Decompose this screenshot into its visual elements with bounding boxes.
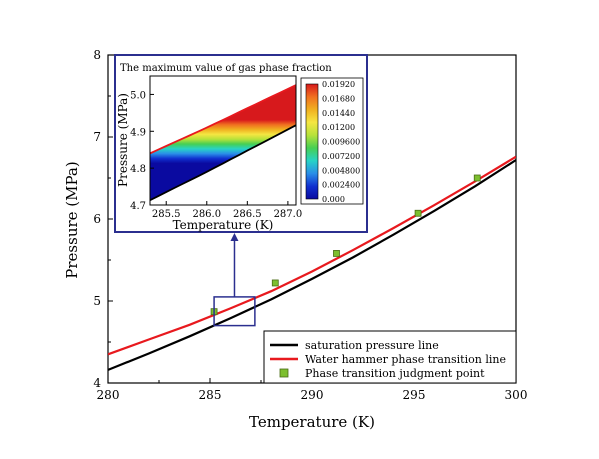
y-tick-label: 5 [93, 294, 101, 308]
series-line-0 [108, 159, 516, 371]
y-axis-title: Pressure (MPa) [63, 161, 81, 278]
zoom-indicator [213, 233, 256, 327]
x-axis-title: Temperature (K) [249, 413, 375, 431]
inset-line-black [150, 124, 296, 202]
data-point [271, 279, 279, 287]
x-tick-label: 300 [505, 388, 528, 402]
inset-y-tick-label: 5.0 [130, 90, 146, 101]
legend-box [263, 330, 517, 384]
inset-plot [150, 84, 296, 202]
colorbar: 0.01920 0.01680 0.01440 0.01200 0.009600 0.00… [300, 77, 364, 205]
inset-y-tick-label: 4.8 [130, 164, 146, 175]
colorbar-label: 0.01680 [322, 94, 355, 103]
y-tick-label: 7 [93, 130, 101, 144]
inset-y-tick-label: 4.7 [130, 201, 146, 212]
colorbar-label: 0.01920 [322, 80, 355, 89]
x-tick-label: 285 [199, 388, 222, 402]
legend-label: Water hammer phase transition line [305, 353, 506, 366]
series-line-1 [108, 155, 516, 356]
y-tick-label: 6 [93, 212, 101, 226]
inset-x-tick-label: 286.5 [233, 209, 262, 220]
inset-plot-frame [149, 75, 297, 206]
colorbar-label: 0.004800 [322, 166, 360, 175]
colorbar-label: 0.000 [322, 195, 345, 204]
data-point [473, 174, 481, 182]
inset-y-axis-title: Pressure (MPa) [116, 93, 130, 187]
data-point [414, 209, 422, 217]
data-point [333, 250, 340, 257]
legend-swatch-2 [279, 368, 289, 378]
inset-x-tick-label: 287.0 [274, 209, 303, 220]
x-tick-label: 290 [301, 388, 324, 402]
y-tick-label: 8 [93, 48, 101, 62]
colorbar-label: 0.009600 [322, 138, 360, 147]
x-tick-label: 280 [97, 388, 120, 402]
x-tick-label: 295 [403, 388, 426, 402]
colorbar-label: 0.007200 [322, 152, 360, 161]
inset-line-red [150, 84, 296, 155]
zoom-arrow-head [230, 233, 239, 241]
inset-title: The maximum value of gas phase fraction [120, 63, 332, 74]
inset-x-axis-title: Temperature (K) [173, 218, 274, 232]
inset-ticks: 285.5 286.0 286.5 287.0 4.7 4.8 4.9 5.0 [130, 90, 302, 220]
legend-label: saturation pressure line [305, 339, 439, 352]
colorbar-label: 0.01200 [322, 123, 355, 132]
inset: The maximum value of gas phase fraction … [114, 54, 368, 233]
legend-label: Phase transition judgment point [305, 367, 485, 380]
inset-x-tick-label: 285.5 [152, 209, 181, 220]
colorbar-label: 0.002400 [322, 181, 360, 190]
contour-band [150, 85, 296, 201]
main-series [108, 155, 516, 371]
inset-y-tick-label: 4.9 [130, 127, 146, 138]
colorbar-label: 0.01440 [322, 109, 355, 118]
colorbar-gradient [305, 83, 319, 200]
y-tick-label: 4 [93, 376, 101, 390]
inset-x-tick-label: 286.0 [192, 209, 221, 220]
